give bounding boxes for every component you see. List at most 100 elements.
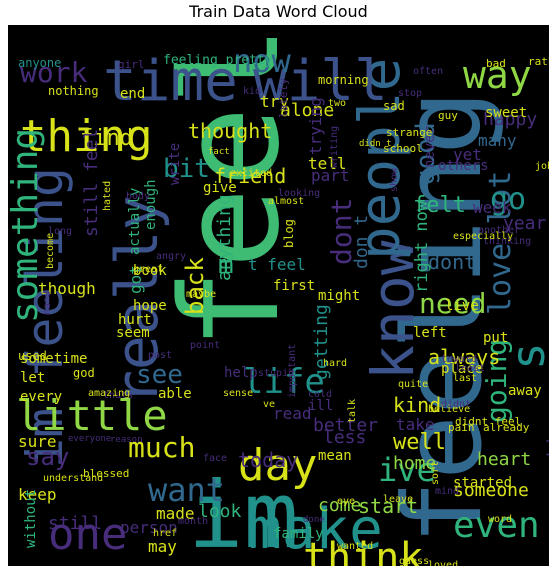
word-fact: fact (208, 146, 230, 157)
word-person: person (120, 517, 178, 537)
word-see: see (136, 359, 183, 390)
word-hated: hated (102, 180, 113, 211)
word-anything: anything (214, 194, 235, 281)
word-sometime: sometime (20, 350, 88, 367)
word-quite: quite (398, 378, 429, 390)
word-didnt-feel: didnt feel (455, 414, 522, 428)
word-kid: kid (243, 85, 262, 97)
word-everyone: everyone (68, 433, 112, 444)
word-thats: thats (103, 389, 134, 401)
word-seem: seem (116, 324, 150, 341)
word-mind: mind (435, 485, 460, 497)
word-feeling-pretty: feeling pretty (163, 53, 273, 69)
word-friend: friend (214, 163, 287, 188)
word-sweet: sweet (485, 104, 528, 121)
word-mean: mean (318, 447, 352, 464)
word-need: need (419, 287, 487, 321)
word-long: long (48, 225, 73, 237)
word-little: little (16, 390, 168, 440)
word-left: left (413, 324, 447, 341)
word-toward: toward (441, 353, 478, 365)
word-better: better (313, 415, 379, 437)
word-one: one (48, 508, 128, 560)
word-thinking: thinking (483, 235, 532, 247)
word-place: place (441, 360, 484, 377)
word-way: way (463, 52, 532, 97)
word-yet: yet (453, 144, 482, 164)
word-god: god (73, 366, 95, 381)
word-don-t: don t (351, 214, 372, 269)
word-want: want (148, 470, 226, 509)
word-made: made (156, 503, 195, 523)
word-girl: girl (118, 57, 145, 71)
word-didn-t: didn t (359, 138, 392, 149)
word-already: already (483, 420, 530, 434)
word-right-now: right now (412, 200, 432, 293)
word-blog: blog (282, 219, 296, 248)
word-tell: tell (308, 153, 347, 173)
word-wanted: wanted (337, 540, 374, 552)
word-write: write (167, 142, 183, 185)
word-talk: talk (347, 398, 358, 423)
word-able: able (158, 385, 192, 402)
word-believe: believe (428, 403, 471, 415)
word-ve: ve (263, 398, 276, 410)
word-try: try (260, 91, 289, 111)
word-job: job (535, 160, 549, 172)
word-take: take (396, 414, 435, 434)
word-hard: hard (323, 357, 348, 369)
word-well: well (393, 429, 446, 455)
word-others: others (438, 157, 489, 174)
word-body: body (126, 190, 151, 202)
word-especially: especially (453, 230, 514, 242)
word-go: go (490, 182, 527, 218)
word-word: word (488, 513, 513, 525)
word-make: make (248, 497, 383, 563)
word-hand: hand (42, 290, 53, 315)
word-year: year (503, 213, 547, 235)
word-making: making (544, 413, 549, 479)
word-last: last (453, 372, 478, 384)
word-dont: dont (428, 249, 477, 274)
word-still: still (48, 513, 103, 535)
word-book: book (133, 262, 167, 279)
word-two: two (328, 97, 347, 109)
word-school: school (383, 141, 423, 155)
word-read: read (273, 403, 312, 423)
word-pain: pain (448, 420, 475, 434)
word-trying: trying (306, 97, 325, 155)
word-today: today (238, 447, 299, 472)
word-let: let (20, 369, 46, 386)
word-thought: thought (188, 118, 273, 143)
word-now: now (233, 41, 291, 80)
word-start: start (358, 493, 419, 518)
word-great: great (133, 263, 164, 275)
word-ive: ive (378, 450, 436, 489)
word-rather: rather (528, 54, 549, 68)
word-least: least (455, 362, 486, 374)
word-m: m (218, 249, 234, 280)
word-time: time (103, 49, 238, 115)
word-felt: felt (413, 192, 466, 218)
word-month: month (178, 515, 209, 527)
word-may: may (148, 536, 177, 556)
word-say: say (26, 443, 70, 472)
word-show: show (389, 167, 400, 192)
word-end: end (120, 85, 146, 102)
word-lately: lately (277, 78, 290, 118)
word-first: first (273, 277, 316, 294)
word-sad: sad (383, 99, 405, 114)
word-post: post (148, 349, 173, 361)
word-much: much (128, 431, 196, 465)
word-strange: strange (386, 125, 433, 139)
word-part: part (311, 165, 350, 185)
word-leave: leave (383, 493, 414, 505)
word-still-feel: still feel (81, 128, 102, 237)
word-started: started (453, 474, 513, 491)
chart-title: Train Data Word Cloud (189, 2, 368, 21)
word-looking: looking (278, 187, 321, 199)
word-bad: bad (486, 56, 506, 70)
word-writing: writing (329, 125, 340, 168)
word-heart: heart (477, 449, 532, 471)
word-enough: enough (143, 179, 159, 230)
